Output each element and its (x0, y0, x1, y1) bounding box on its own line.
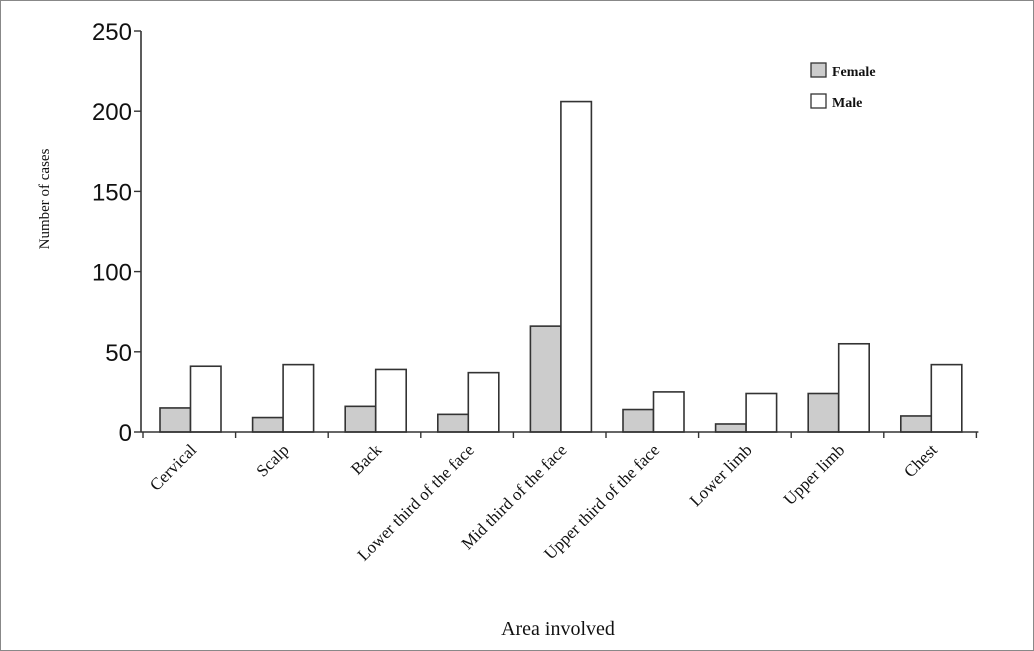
bar-female-3 (344, 405, 377, 433)
bar-male-6 (652, 391, 685, 433)
bar-female-1 (159, 407, 192, 433)
bar-female-8 (807, 392, 840, 433)
x-tick-label: Chest (900, 440, 941, 481)
x-tick-label: Upper limb (780, 440, 849, 509)
bar-male-8 (837, 342, 871, 433)
bar-female-6 (622, 408, 655, 433)
bar-male-2 (282, 363, 315, 433)
x-tick-label: Scalp (253, 440, 293, 480)
x-tick-label: Lower limb (686, 440, 756, 510)
bar-male-7 (745, 392, 778, 433)
bar-female-7 (714, 423, 747, 433)
bar-male-4 (467, 371, 500, 433)
y-axis-label: Number of cases (37, 148, 53, 249)
bar-female-4 (436, 413, 470, 433)
y-tick-label: 150 (92, 179, 132, 206)
y-tick-label: 100 (92, 260, 132, 287)
bar-male-5 (560, 100, 593, 433)
bar-male-1 (189, 365, 222, 433)
legend-label-female: Female (832, 65, 876, 80)
legend: Female Male (810, 62, 876, 111)
bar-male-3 (374, 368, 408, 433)
bar-female-5 (529, 325, 562, 433)
legend-label-male: Male (832, 96, 862, 111)
y-tick-label: 200 (92, 99, 132, 126)
y-tick-label: 0 (119, 420, 132, 447)
bar-male-9 (930, 363, 963, 433)
x-tick-label: Back (347, 440, 385, 478)
bar-female-2 (251, 416, 284, 433)
x-tick-label: Cervical (146, 440, 200, 494)
bar-female-9 (899, 415, 933, 433)
legend-swatch-male (810, 93, 827, 109)
x-axis-label: Area involved (501, 618, 615, 640)
y-tick-label: 50 (105, 340, 132, 367)
y-tick-label: 250 (92, 19, 132, 46)
legend-swatch-female (810, 62, 827, 78)
